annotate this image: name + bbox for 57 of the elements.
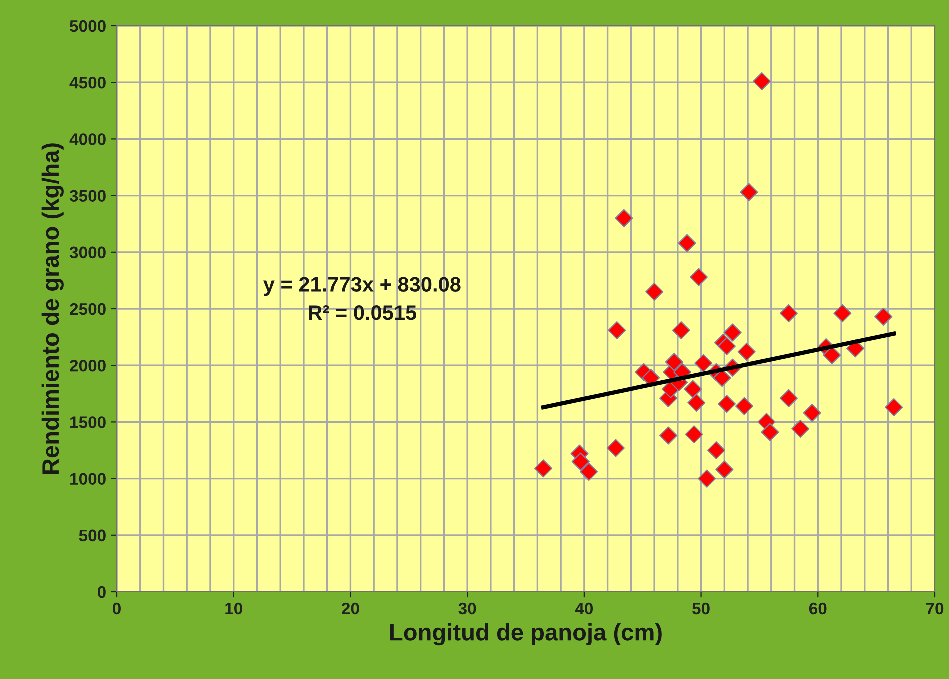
point	[718, 337, 736, 356]
point	[752, 72, 772, 91]
point	[780, 389, 798, 408]
x-tick-label: 70	[926, 602, 944, 615]
point	[792, 420, 810, 438]
point	[672, 321, 690, 340]
y-tick-label: 3000	[70, 246, 106, 259]
x-tick-label: 60	[809, 602, 827, 615]
point	[534, 460, 553, 478]
point	[803, 404, 822, 422]
point	[660, 426, 678, 445]
point	[735, 397, 754, 416]
y-tick-label: 2500	[70, 303, 106, 316]
point	[885, 398, 904, 417]
point	[694, 354, 713, 372]
y-tick-label: 5000	[70, 20, 106, 32]
annotation: y = 21.773x + 830.08	[264, 277, 461, 296]
y-tick-label: 4500	[70, 77, 106, 89]
point	[761, 423, 780, 442]
point	[874, 308, 893, 326]
point	[780, 304, 798, 323]
point	[615, 209, 634, 228]
y-tick-label: 500	[79, 530, 106, 542]
point	[688, 394, 706, 412]
point	[665, 353, 684, 372]
y-axis-title: Rendimiento de grano (kg/ha)	[42, 144, 64, 474]
point	[580, 462, 598, 482]
point	[740, 183, 758, 202]
point	[608, 321, 626, 340]
y-tick-label: 1500	[70, 416, 106, 428]
y-tick-label: 0	[98, 586, 106, 598]
point	[690, 268, 708, 286]
y-tick-label: 1000	[70, 473, 106, 486]
point	[685, 426, 704, 444]
point	[718, 395, 736, 414]
point	[716, 460, 734, 479]
point	[698, 470, 716, 488]
point	[606, 439, 626, 458]
annotation: R² = 0.0515	[309, 306, 417, 320]
x-tick-label: 30	[458, 602, 476, 615]
point	[834, 304, 852, 323]
point	[645, 282, 664, 302]
point	[684, 380, 702, 398]
point	[707, 441, 726, 460]
point	[678, 234, 696, 252]
x-tick-label: 20	[342, 602, 360, 615]
y-tick-label: 2000	[70, 360, 106, 372]
point	[572, 452, 590, 471]
point	[738, 342, 756, 362]
point	[724, 324, 742, 342]
y-tick-label: 4000	[70, 134, 106, 146]
x-tick-label: 40	[575, 602, 594, 615]
x-axis-title: Longitud de panoja (cm)	[390, 624, 662, 646]
x-tick-label: 0	[113, 602, 121, 615]
y-tick-label: 3500	[70, 190, 106, 202]
x-tick-label: 10	[226, 602, 242, 615]
x-tick-label: 50	[692, 602, 710, 615]
